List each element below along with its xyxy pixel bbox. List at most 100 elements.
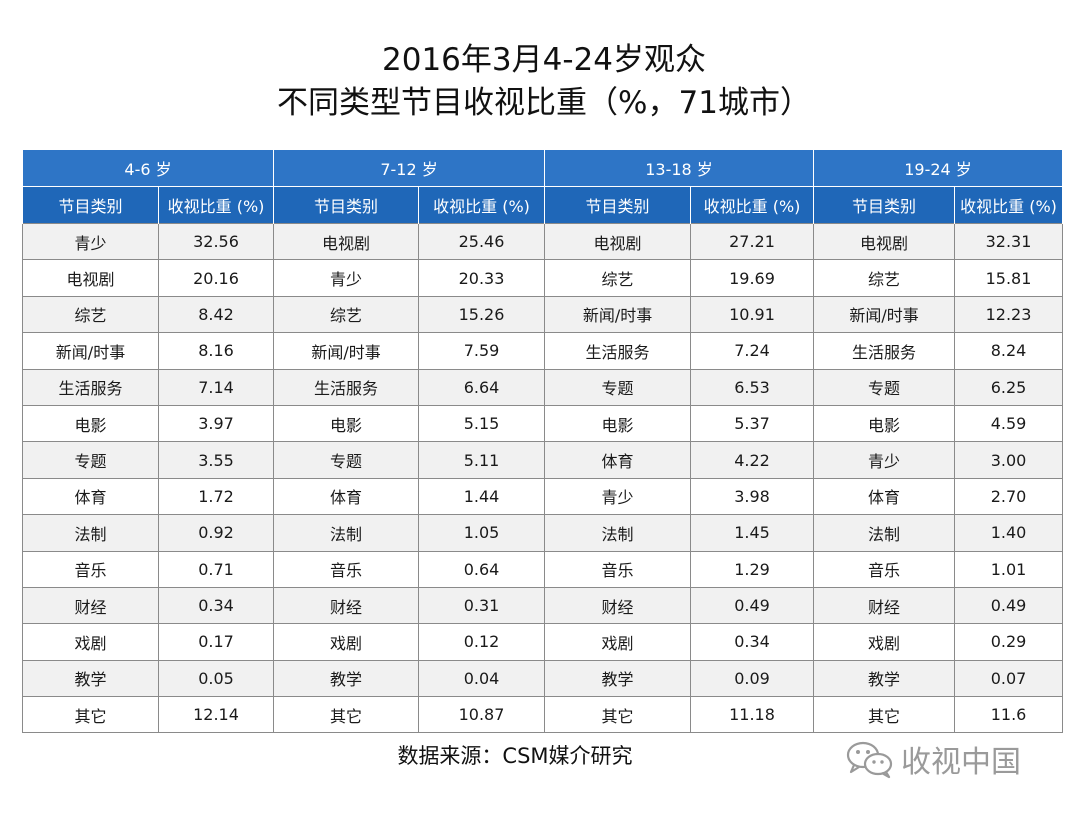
share-value-cell: 0.34 xyxy=(690,623,815,661)
page-title: 2016年3月4-24岁观众 xyxy=(382,42,706,78)
program-category-cell: 综艺 xyxy=(22,295,159,334)
share-value-cell: 1.01 xyxy=(954,550,1064,588)
share-value-cell: 4.59 xyxy=(954,404,1064,443)
share-value-cell: 0.04 xyxy=(418,659,546,698)
column-header-share: 收视比重 (%) xyxy=(954,186,1064,224)
column-header-share: 收视比重 (%) xyxy=(418,186,546,224)
program-category-cell: 综艺 xyxy=(273,295,420,334)
program-category-cell: 体育 xyxy=(813,477,956,516)
age-group-header: 13-18 岁 xyxy=(544,150,815,187)
table-row: 专题 3.55 专题 5.11 体育 4.22 青少 3.00 xyxy=(22,441,1064,479)
viewership-table: 4-6 岁 7-12 岁 13-18 岁 19-24 岁 节目类别 收视比重 (… xyxy=(21,150,1064,734)
share-value-cell: 19.69 xyxy=(690,259,815,297)
share-value-cell: 0.49 xyxy=(954,586,1064,625)
share-value-cell: 8.16 xyxy=(157,332,275,370)
share-value-cell: 3.98 xyxy=(690,477,815,516)
program-category-cell: 电视剧 xyxy=(544,222,692,261)
program-category-cell: 生活服务 xyxy=(22,368,159,406)
table-row: 音乐 0.71 音乐 0.64 音乐 1.29 音乐 1.01 xyxy=(22,550,1064,588)
share-value-cell: 0.49 xyxy=(690,586,815,625)
share-value-cell: 0.05 xyxy=(157,659,275,698)
program-category-cell: 专题 xyxy=(544,368,692,406)
program-category-cell: 法制 xyxy=(544,514,692,552)
watermark: 收视中国 xyxy=(845,734,1021,784)
program-category-cell: 新闻/时事 xyxy=(813,295,956,334)
share-value-cell: 5.37 xyxy=(690,404,815,443)
program-category-cell: 电影 xyxy=(544,404,692,443)
share-value-cell: 25.46 xyxy=(418,222,546,261)
share-value-cell: 1.45 xyxy=(690,514,815,552)
share-value-cell: 1.40 xyxy=(954,514,1064,552)
program-category-cell: 电影 xyxy=(813,404,956,443)
share-value-cell: 7.24 xyxy=(690,332,815,370)
share-value-cell: 10.87 xyxy=(418,696,546,734)
table-row: 戏剧 0.17 戏剧 0.12 戏剧 0.34 戏剧 0.29 xyxy=(22,623,1064,661)
share-value-cell: 15.26 xyxy=(418,295,546,334)
share-value-cell: 15.81 xyxy=(954,259,1064,297)
share-value-cell: 0.64 xyxy=(418,550,546,588)
share-value-cell: 1.72 xyxy=(157,477,275,516)
program-category-cell: 其它 xyxy=(813,696,956,734)
share-value-cell: 32.31 xyxy=(954,222,1064,261)
share-value-cell: 8.24 xyxy=(954,332,1064,370)
share-value-cell: 3.55 xyxy=(157,441,275,479)
program-category-cell: 音乐 xyxy=(22,550,159,588)
share-value-cell: 0.09 xyxy=(690,659,815,698)
table-row: 财经 0.34 财经 0.31 财经 0.49 财经 0.49 xyxy=(22,586,1064,625)
column-header-category: 节目类别 xyxy=(273,186,420,224)
program-category-cell: 戏剧 xyxy=(544,623,692,661)
program-category-cell: 青少 xyxy=(813,441,956,479)
share-value-cell: 6.53 xyxy=(690,368,815,406)
age-group-header: 4-6 岁 xyxy=(21,150,275,187)
program-category-cell: 财经 xyxy=(22,586,159,625)
program-category-cell: 生活服务 xyxy=(273,368,420,406)
share-value-cell: 8.42 xyxy=(157,295,275,334)
program-category-cell: 戏剧 xyxy=(22,623,159,661)
program-category-cell: 青少 xyxy=(22,222,159,261)
program-category-cell: 财经 xyxy=(273,586,420,625)
table-row: 生活服务 7.14 生活服务 6.64 专题 6.53 专题 6.25 xyxy=(22,368,1064,406)
program-category-cell: 电视剧 xyxy=(22,259,159,297)
program-category-cell: 教学 xyxy=(22,659,159,698)
share-value-cell: 27.21 xyxy=(690,222,815,261)
share-value-cell: 4.22 xyxy=(690,441,815,479)
program-category-cell: 戏剧 xyxy=(273,623,420,661)
data-source-note: 数据来源：CSM媒介研究 xyxy=(397,744,633,768)
program-category-cell: 财经 xyxy=(813,586,956,625)
share-value-cell: 0.12 xyxy=(418,623,546,661)
program-category-cell: 生活服务 xyxy=(813,332,956,370)
share-value-cell: 3.00 xyxy=(954,441,1064,479)
program-category-cell: 电影 xyxy=(273,404,420,443)
share-value-cell: 0.34 xyxy=(157,586,275,625)
program-category-cell: 体育 xyxy=(22,477,159,516)
program-category-cell: 专题 xyxy=(273,441,420,479)
program-category-cell: 法制 xyxy=(273,514,420,552)
share-value-cell: 20.33 xyxy=(418,259,546,297)
program-category-cell: 其它 xyxy=(22,696,159,734)
age-group-header: 7-12 岁 xyxy=(273,150,546,187)
share-value-cell: 3.97 xyxy=(157,404,275,443)
program-category-cell: 教学 xyxy=(273,659,420,698)
share-value-cell: 0.92 xyxy=(157,514,275,552)
table-row: 青少 32.56 电视剧 25.46 电视剧 27.21 电视剧 32.31 xyxy=(22,222,1064,261)
share-value-cell: 0.17 xyxy=(157,623,275,661)
share-value-cell: 6.64 xyxy=(418,368,546,406)
column-header-category: 节目类别 xyxy=(813,186,956,224)
share-value-cell: 1.05 xyxy=(418,514,546,552)
program-category-cell: 音乐 xyxy=(813,550,956,588)
share-value-cell: 0.31 xyxy=(418,586,546,625)
program-category-cell: 青少 xyxy=(273,259,420,297)
share-value-cell: 7.14 xyxy=(157,368,275,406)
program-category-cell: 其它 xyxy=(544,696,692,734)
program-category-cell: 专题 xyxy=(22,441,159,479)
program-category-cell: 音乐 xyxy=(544,550,692,588)
table-row: 电视剧 20.16 青少 20.33 综艺 19.69 综艺 15.81 xyxy=(22,259,1064,297)
program-category-cell: 综艺 xyxy=(813,259,956,297)
share-value-cell: 7.59 xyxy=(418,332,546,370)
share-value-cell: 12.14 xyxy=(157,696,275,734)
program-category-cell: 体育 xyxy=(544,441,692,479)
share-value-cell: 0.07 xyxy=(954,659,1064,698)
program-category-cell: 财经 xyxy=(544,586,692,625)
program-category-cell: 戏剧 xyxy=(813,623,956,661)
column-header-category: 节目类别 xyxy=(544,186,692,224)
